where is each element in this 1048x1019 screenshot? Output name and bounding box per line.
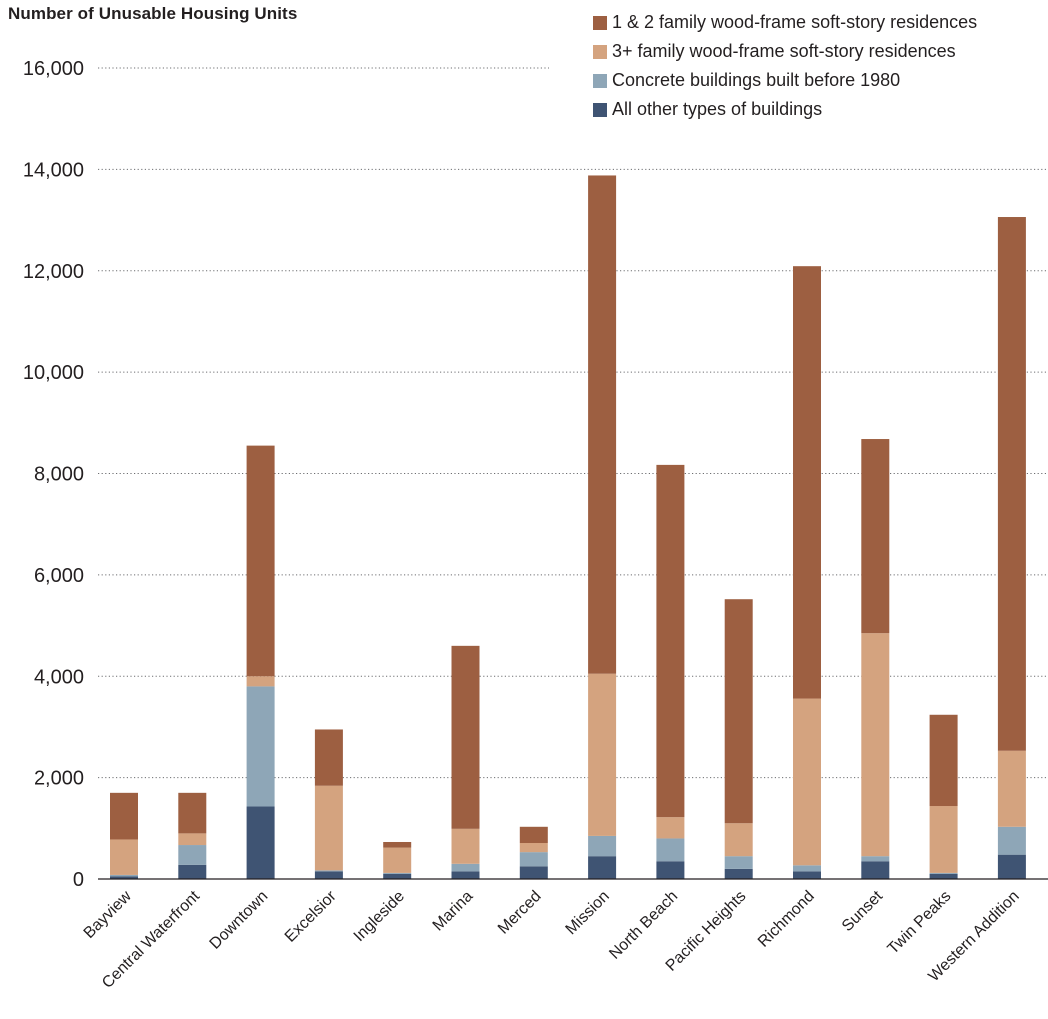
y-tick-label: 12,000 xyxy=(23,261,84,283)
bar-segment xyxy=(588,856,617,879)
bar-segment xyxy=(997,854,1026,879)
x-tick-label: Ingleside xyxy=(351,888,408,945)
legend-label: 3+ family wood-frame soft-story residenc… xyxy=(612,41,956,61)
legend-item: 1 & 2 family wood-frame soft-story resid… xyxy=(593,8,977,37)
chart-title: Number of Unusable Housing Units xyxy=(8,4,298,23)
bar-segment xyxy=(793,865,821,872)
y-tick-label: 6,000 xyxy=(34,565,84,587)
gridlines xyxy=(98,67,1048,779)
bar-segment xyxy=(383,873,412,879)
bar-segment xyxy=(656,464,685,818)
legend-swatch xyxy=(593,44,607,59)
bar-segment xyxy=(178,864,207,879)
legend-label: Concrete buildings built before 1980 xyxy=(612,70,901,90)
bar-segment xyxy=(724,823,753,857)
bar-segment xyxy=(997,750,1026,827)
bar-segment xyxy=(997,826,1026,855)
bar-segment xyxy=(178,845,207,865)
x-tick-label: Richmond xyxy=(755,888,818,951)
bars xyxy=(110,175,1026,879)
legend-label: 1 & 2 family wood-frame soft-story resid… xyxy=(612,12,978,32)
y-tick-label: 10,000 xyxy=(23,362,84,384)
legend-item: All other types of buildings xyxy=(593,95,977,124)
bar-segment xyxy=(588,835,617,857)
x-tick-label: Sunset xyxy=(839,887,887,935)
y-tick-label: 16,000 xyxy=(23,58,84,80)
legend: 1 & 2 family wood-frame soft-story resid… xyxy=(593,8,977,124)
x-tick-label: Bayview xyxy=(81,887,135,941)
bar-segment xyxy=(451,645,480,829)
bar-segment xyxy=(861,439,890,634)
bar-segment xyxy=(929,806,958,873)
bar-segment xyxy=(383,847,412,873)
bar-segment xyxy=(519,826,548,844)
bar-segment xyxy=(110,876,138,879)
bar-segment xyxy=(110,792,138,840)
bar-segment xyxy=(724,599,753,824)
bar-segment xyxy=(793,871,821,879)
y-tick-label: 2,000 xyxy=(34,768,84,790)
bar-segment xyxy=(110,839,138,875)
bar-segment xyxy=(246,676,275,687)
legend-swatch xyxy=(593,15,607,30)
legend-item: Concrete buildings built before 1980 xyxy=(593,66,977,95)
bar-segment xyxy=(588,175,617,674)
y-tick-label: 8,000 xyxy=(34,464,84,486)
bar-segment xyxy=(246,445,275,677)
bar-segment xyxy=(110,874,138,877)
bar-segment xyxy=(656,817,685,839)
bar-segment xyxy=(929,873,958,879)
bar-segment xyxy=(519,843,548,853)
y-axis-tick-labels: 0 2,000 4,000 6,000 8,000 10,000 12,000 14,000 1… xyxy=(23,58,84,891)
bar-segment xyxy=(178,792,207,834)
bar-segment xyxy=(656,861,685,879)
bar-segment xyxy=(451,828,480,864)
bar-segment xyxy=(519,866,548,879)
legend-swatch xyxy=(593,73,607,88)
bar-segment xyxy=(314,785,343,871)
x-tick-label: Twin Peaks xyxy=(885,888,955,958)
bar-segment xyxy=(861,633,890,857)
bar-segment xyxy=(929,714,958,807)
bar-segment xyxy=(519,852,548,867)
y-tick-label: 0 xyxy=(73,869,84,891)
bar-segment xyxy=(451,863,480,872)
bar-segment xyxy=(383,841,412,848)
bar-segment xyxy=(588,673,617,836)
bar-segment xyxy=(451,871,480,879)
legend-label: All other types of buildings xyxy=(612,99,823,119)
x-tick-label: Downtown xyxy=(207,888,272,953)
bar-segment xyxy=(246,806,275,879)
x-tick-label: Merced xyxy=(495,888,545,938)
bar-segment xyxy=(793,698,821,866)
x-tick-label: Mission xyxy=(563,888,613,938)
bar-segment xyxy=(314,729,343,786)
bar-segment xyxy=(314,870,343,872)
bar-segment xyxy=(929,872,958,874)
y-tick-label: 4,000 xyxy=(34,666,84,688)
bar-segment xyxy=(178,833,207,846)
x-tick-label: North Beach xyxy=(606,888,681,963)
x-tick-label: Excelsior xyxy=(282,887,340,945)
x-tick-label: Marina xyxy=(430,888,477,935)
bar-segment xyxy=(314,871,343,879)
legend-item: 3+ family wood-frame soft-story residenc… xyxy=(593,37,977,66)
bar-segment xyxy=(861,861,890,879)
y-tick-label: 14,000 xyxy=(23,159,84,181)
bar-segment xyxy=(861,856,890,862)
bar-segment xyxy=(656,838,685,862)
bar-segment xyxy=(246,686,275,807)
bar-segment xyxy=(793,266,821,699)
legend-swatch xyxy=(593,102,607,117)
bar-segment xyxy=(383,872,412,874)
bar-segment xyxy=(724,856,753,869)
bar-segment xyxy=(997,217,1026,751)
bar-segment xyxy=(724,868,753,879)
